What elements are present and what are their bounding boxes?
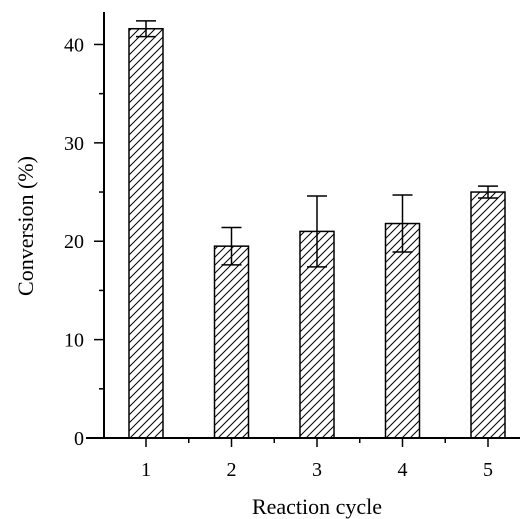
bar-cycle-5 xyxy=(470,191,506,439)
error-bar-cycle-1 xyxy=(136,20,156,38)
x-tick-label: 5 xyxy=(483,459,493,481)
y-ticks-group: 0 10 20 30 40 xyxy=(64,34,104,450)
error-bar-cycle-5 xyxy=(478,185,498,199)
y-tick-label: 20 xyxy=(64,231,84,253)
error-bar-cycle-3 xyxy=(307,195,327,268)
error-bar-cycle-2 xyxy=(221,226,242,266)
bar-cycle-2 xyxy=(213,245,250,439)
x-tick-label: 3 xyxy=(312,459,322,481)
y-tick-label: 40 xyxy=(64,34,84,56)
error-bars-group xyxy=(136,20,498,268)
y-tick-label: 10 xyxy=(64,330,84,352)
bar-cycle-1 xyxy=(128,27,164,439)
x-axis-title: Reaction cycle xyxy=(252,494,382,519)
x-tick-label: 1 xyxy=(141,459,151,481)
x-tick-label: 2 xyxy=(227,459,237,481)
x-ticks-group: 1 2 3 4 5 xyxy=(141,438,493,481)
x-tick-label: 4 xyxy=(398,459,408,481)
y-tick-label: 0 xyxy=(74,428,84,450)
axes-group xyxy=(86,12,520,439)
y-tick-label: 30 xyxy=(64,133,84,155)
bar-cycle-4 xyxy=(384,222,421,439)
y-axis-title: Conversion (%) xyxy=(13,156,38,296)
error-bar-cycle-4 xyxy=(392,194,413,253)
